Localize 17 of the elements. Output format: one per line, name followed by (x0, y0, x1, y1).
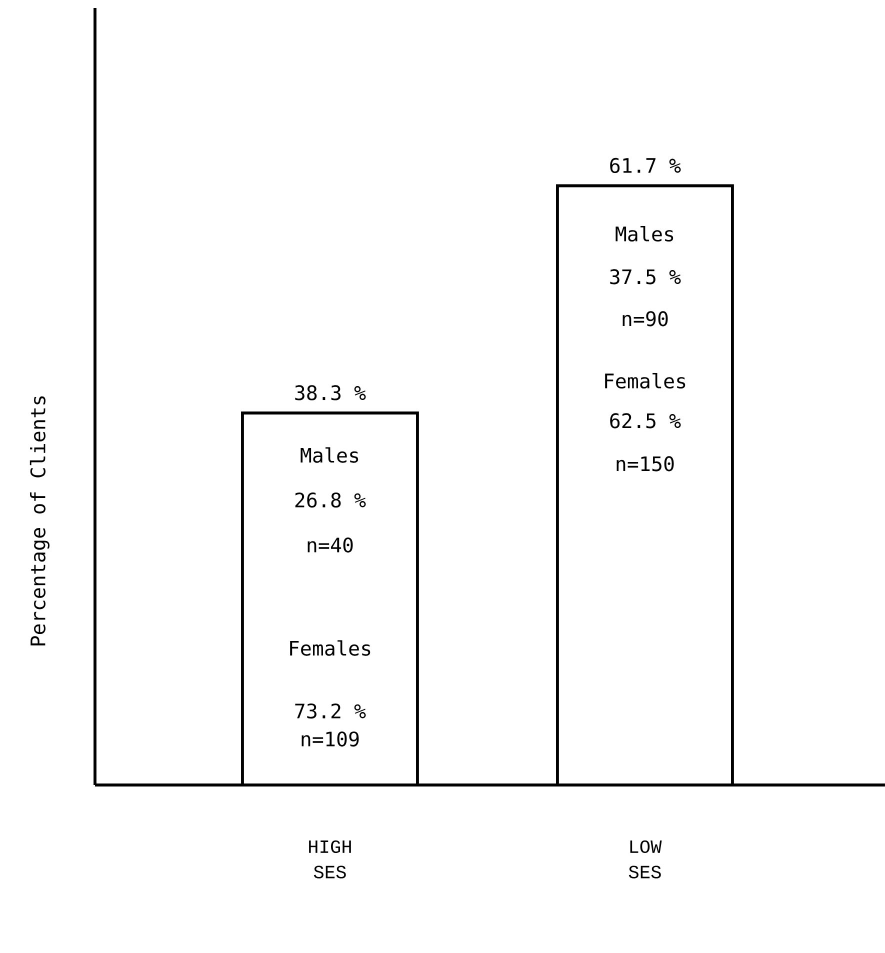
annotation: n=90 (622, 311, 668, 326)
data-label: 61.7 % (610, 158, 681, 174)
annotation: Males (300, 447, 358, 463)
annotation: 37.5 % (610, 269, 681, 284)
annotation: 62.5 % (610, 413, 681, 428)
annotation: n=40 (308, 537, 353, 553)
y-axis-title: Percentage of Clients (30, 396, 50, 646)
annotation: n=109 (302, 731, 359, 747)
annotation: 26.8 % (295, 492, 366, 508)
annotation: Males (616, 226, 674, 242)
annotation: n=150 (616, 456, 674, 472)
annotation: Females (290, 640, 370, 656)
x-tick-label: LOW SES (628, 840, 662, 878)
annotation: Females (605, 372, 686, 389)
data-label: 38.3 % (295, 385, 366, 400)
x-tick-label: HIGH SES (309, 840, 351, 878)
annotation: 73.2 % (295, 703, 366, 719)
